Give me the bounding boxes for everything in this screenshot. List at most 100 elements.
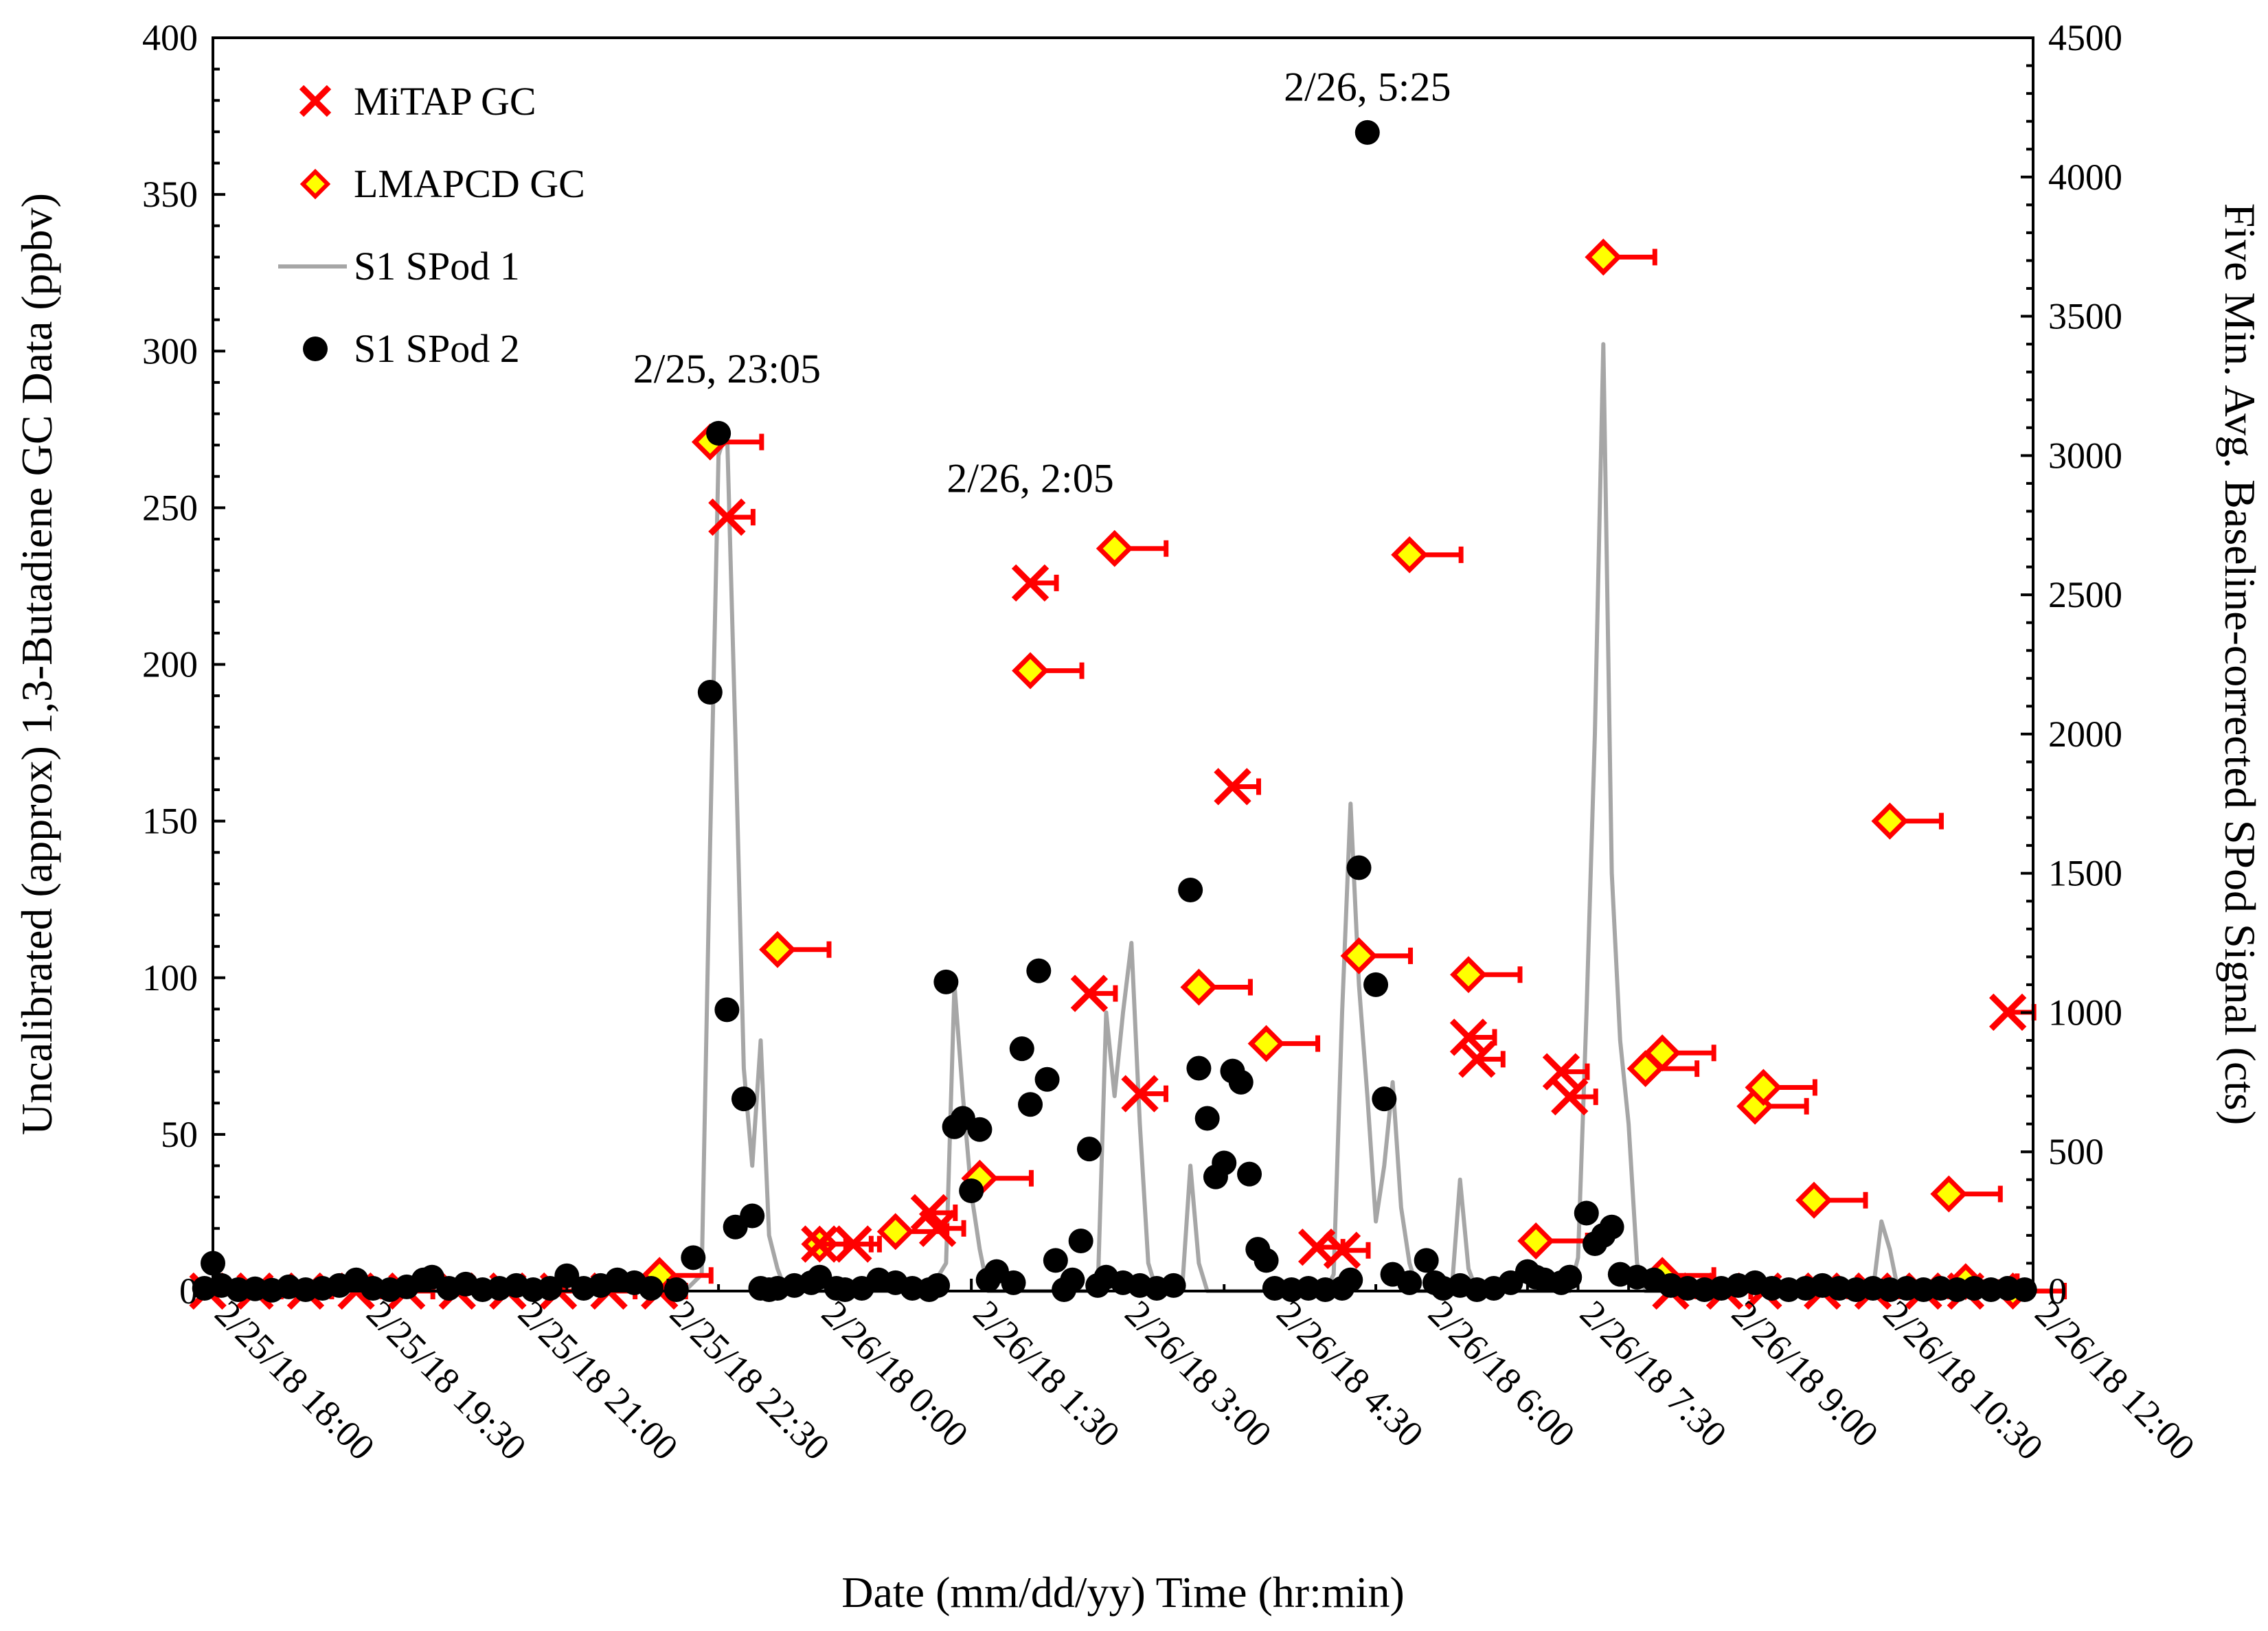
y-tick-label: 250 — [142, 487, 198, 528]
spod2-point — [1354, 119, 1380, 145]
spod2-point — [1212, 1150, 1237, 1176]
y-tick-label: 200 — [142, 644, 198, 685]
spod2-point — [1043, 1248, 1068, 1273]
spod1-line — [204, 342, 2025, 1293]
y2-tick-label: 2000 — [2048, 714, 2122, 755]
y-tick-label: 0 — [179, 1270, 198, 1312]
y2-tick-label: 1500 — [2048, 853, 2122, 894]
y2-tick-label: 1000 — [2048, 992, 2122, 1033]
spod2-point — [1186, 1056, 1212, 1081]
spod2-point — [1228, 1069, 1254, 1095]
spod2-point — [740, 1203, 765, 1229]
spod2-point — [714, 997, 740, 1023]
spod2-point — [1026, 958, 1052, 983]
mitap-point — [835, 1225, 872, 1263]
legend-item-lmapcd: LMAPCD GC — [299, 161, 585, 206]
spod2-point — [1194, 1106, 1220, 1131]
x-tick-label: 2/26/18 3:00 — [1118, 1292, 1280, 1455]
lmapcd-point — [1180, 968, 1218, 1006]
mitap-point — [1542, 1053, 1580, 1091]
spod2-point — [537, 1275, 563, 1301]
mitap-point — [1121, 1075, 1159, 1113]
y2-tick-label: 0 — [2048, 1270, 2067, 1312]
spod2-point — [2012, 1277, 2037, 1302]
y-axis-title: Uncalibrated (approx) 1,3-Butadiene GC D… — [12, 193, 61, 1135]
lmapcd-point — [1517, 1222, 1555, 1259]
spod2-point — [967, 1117, 993, 1142]
legend-item-spod2: S1 SPod 2 — [303, 326, 520, 371]
mitap-point — [1989, 993, 2027, 1031]
lmapcd-point — [1340, 937, 1378, 974]
x-tick-label: 2/25/18 22:30 — [662, 1292, 838, 1468]
legend: MiTAP GC LMAPCD GC S1 SPod 1 S1 SPod 2 — [278, 79, 585, 371]
mitap-point — [708, 498, 746, 536]
legend-label: S1 SPod 1 — [354, 244, 520, 288]
x-tick-label: 2/25/18 21:00 — [510, 1292, 686, 1468]
mitap-point — [1011, 564, 1050, 602]
spod2-point — [1034, 1067, 1060, 1092]
lmapcd-point — [1012, 652, 1049, 689]
spod2-point — [959, 1178, 984, 1203]
lmapcd-point — [1585, 238, 1622, 276]
x-tick-label: 2/26/18 9:00 — [1724, 1292, 1887, 1455]
spod2-point — [1338, 1267, 1363, 1292]
lmapcd-point — [1247, 1025, 1285, 1062]
y2-tick-label: 4000 — [2048, 157, 2122, 198]
x-tick-label: 2/26/18 0:00 — [814, 1292, 977, 1455]
spod2-point — [697, 680, 723, 705]
y-tick-label: 50 — [161, 1114, 198, 1155]
spod2-point — [1599, 1214, 1624, 1240]
spod2-point — [1178, 878, 1203, 902]
spod2-point — [1009, 1036, 1034, 1062]
lmapcd-point — [1745, 1069, 1782, 1106]
spod2-point — [664, 1277, 689, 1302]
y2-tick-label: 2500 — [2048, 574, 2122, 615]
mitap-point — [1323, 1231, 1361, 1269]
mitap-point — [1214, 768, 1251, 806]
mitap-point — [1449, 1018, 1488, 1056]
spod2-point — [1237, 1161, 1262, 1187]
spod2-point — [1574, 1200, 1599, 1226]
y2-tick-label: 500 — [2048, 1131, 2104, 1172]
lmapcd-point — [1930, 1175, 1968, 1213]
mitap-point — [1551, 1077, 1589, 1116]
y2-tick-label: 4500 — [2048, 17, 2122, 58]
mitap-point — [801, 1225, 839, 1263]
spod2-point — [1018, 1092, 1043, 1117]
spod2-point — [933, 969, 959, 994]
x-tick-label: 2/26/18 6:00 — [1420, 1292, 1583, 1455]
spod2-point — [925, 1273, 951, 1298]
x-tick-label: 2/25/18 19:30 — [359, 1292, 534, 1468]
y2-tick-label: 3500 — [2048, 296, 2122, 337]
legend-label: MiTAP GC — [354, 79, 536, 124]
lmapcd-point — [759, 931, 796, 968]
spod2-point — [706, 420, 732, 446]
mitap-point — [918, 1209, 957, 1247]
spod2-point — [638, 1275, 664, 1301]
legend-item-mitap: MiTAP GC — [299, 79, 536, 124]
y-tick-label: 100 — [142, 957, 198, 999]
y-tick-label: 300 — [142, 330, 198, 372]
lmapcd-point — [1391, 536, 1429, 573]
legend-diamond-marker — [299, 168, 331, 200]
lmapcd-point — [876, 1213, 914, 1251]
spod2-point — [731, 1086, 756, 1112]
annotation-label: 2/25, 23:05 — [633, 346, 821, 391]
spod2-point — [1254, 1248, 1279, 1273]
legend-circle-marker — [303, 337, 328, 361]
spod2-point — [1557, 1264, 1583, 1290]
annotation-label: 2/26, 5:25 — [1284, 64, 1451, 109]
x-tick-label: 2/26/18 1:30 — [966, 1292, 1129, 1455]
legend-x-marker — [299, 84, 332, 117]
legend-label: S1 SPod 2 — [354, 326, 520, 371]
x-tick-label: 2/25/18 18:00 — [207, 1292, 383, 1468]
spod2-point — [1346, 855, 1372, 880]
spod2-point — [681, 1245, 706, 1270]
lmapcd-point — [1795, 1181, 1833, 1219]
y-tick-label: 400 — [142, 17, 198, 58]
axes-layer: 0501001502002503003504000500100015002000… — [142, 17, 2203, 1468]
spod2-point — [554, 1263, 580, 1288]
lmapcd-point — [1450, 956, 1487, 994]
x-tick-label: 2/26/18 7:30 — [1572, 1292, 1735, 1455]
